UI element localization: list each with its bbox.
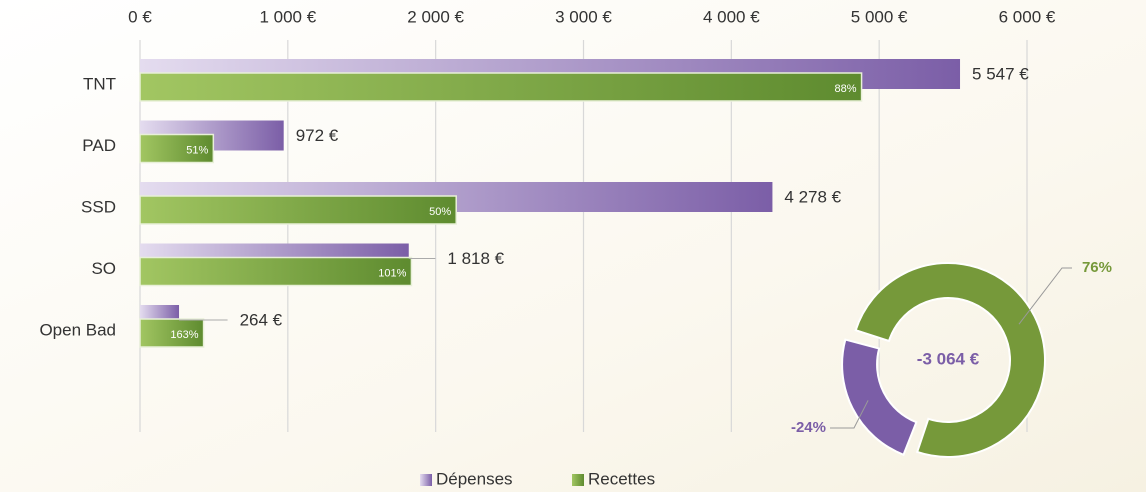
share-label: 101% [378,267,406,279]
category-label: SSD [81,197,116,216]
legend-swatch [420,474,432,486]
donut-segment [854,262,1046,458]
legend-label: Dépenses [436,469,513,488]
value-label: 4 278 € [784,187,841,206]
leader-line [830,400,869,429]
x-tick-label: 1 000 € [259,7,316,26]
donut-center-label: -3 064 € [917,349,980,368]
share-label: 88% [835,83,857,95]
leader-line [1018,267,1072,325]
value-label: 972 € [296,126,339,145]
donut-label: -24% [791,419,826,436]
bar-recettes [139,133,215,164]
category-label: SO [91,259,116,278]
x-tick-label: 0 € [128,7,152,26]
value-label: 5 547 € [972,64,1029,83]
x-tick-label: 2 000 € [407,7,464,26]
x-tick-label: 5 000 € [851,7,908,26]
category-label: PAD [82,136,116,155]
share-label: 50% [429,206,451,218]
bar-recettes [139,195,457,225]
value-label: 1 818 € [447,249,504,268]
x-tick-label: 6 000 € [999,7,1056,26]
x-tick-label: 3 000 € [555,7,612,26]
category-label: TNT [83,74,116,93]
category-label: Open Bad [39,320,116,339]
legend-swatch [572,474,584,486]
x-tick-label: 4 000 € [703,7,760,26]
share-label: 163% [170,329,198,341]
bar-recettes [139,256,413,287]
value-label: 264 € [240,310,283,329]
donut-label: 76% [1082,259,1112,276]
bar-recettes [139,72,863,102]
legend-label: Recettes [588,469,655,488]
bar-recettes [139,318,205,348]
donut-segment [841,338,918,457]
share-label: 51% [186,144,208,156]
